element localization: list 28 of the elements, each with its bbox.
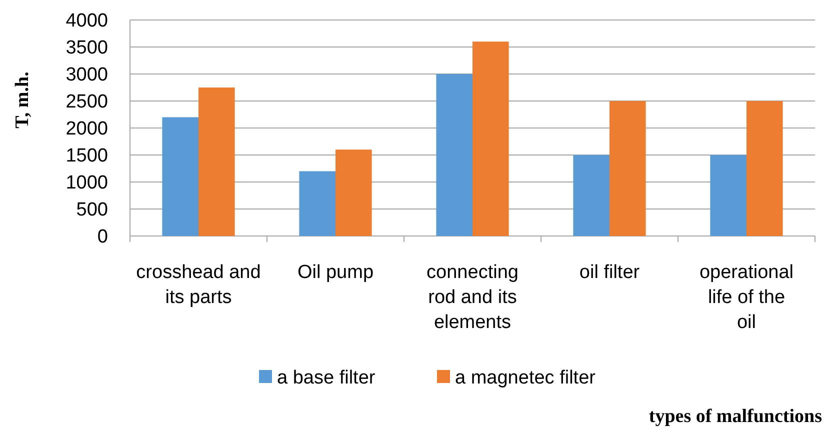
x-tick-label: oil filter: [579, 262, 640, 283]
bar: [436, 74, 472, 236]
x-tick-label: crosshead and its parts: [136, 262, 261, 308]
y-tick-label: 3000: [66, 64, 108, 86]
bar: [198, 88, 235, 236]
y-tick-label: 2000: [66, 118, 108, 140]
y-tick-label: 2500: [66, 92, 108, 113]
y-tick-label: 3500: [66, 38, 108, 59]
bar: [573, 155, 610, 236]
bar: [472, 42, 509, 236]
bar: [336, 150, 372, 236]
x-tick-label: connecting rod and its elements: [426, 262, 518, 333]
x-axis-title: types of malfunctions: [648, 406, 822, 427]
y-axis-title: T, m.h.: [12, 72, 33, 128]
x-tick-label: Oil pump: [297, 262, 374, 283]
bar: [162, 117, 198, 236]
bar: [746, 101, 783, 236]
y-tick-label: 0: [97, 226, 108, 248]
y-tick-label: 1500: [66, 146, 108, 167]
y-tick-label: 1000: [66, 172, 108, 194]
y-tick-label: 4000: [66, 10, 108, 32]
x-tick-label: operational life of the oil: [699, 262, 794, 333]
legend-label: a magnetec filter: [455, 368, 596, 389]
bar: [710, 155, 746, 236]
y-tick-label: 500: [76, 200, 108, 221]
bar: [299, 171, 336, 236]
bar: [610, 101, 646, 236]
legend-label: a base filter: [277, 368, 376, 389]
